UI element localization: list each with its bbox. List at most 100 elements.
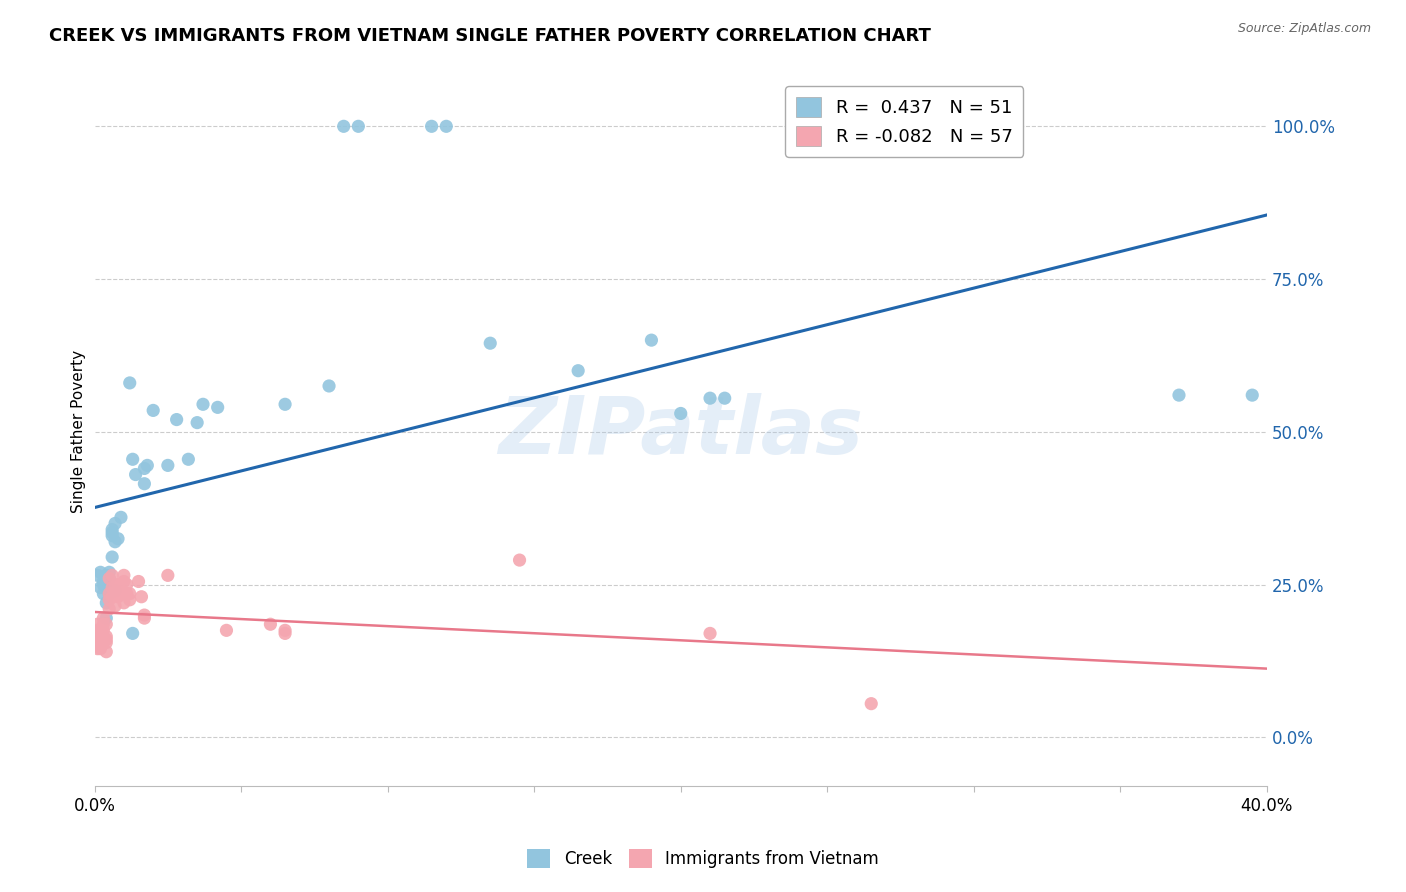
Text: CREEK VS IMMIGRANTS FROM VIETNAM SINGLE FATHER POVERTY CORRELATION CHART: CREEK VS IMMIGRANTS FROM VIETNAM SINGLE … xyxy=(49,27,931,45)
Point xyxy=(98,583,121,598)
Point xyxy=(86,568,108,582)
Point xyxy=(101,590,124,604)
Point xyxy=(191,397,214,411)
Point xyxy=(156,568,179,582)
Point xyxy=(110,577,132,591)
Point xyxy=(101,529,124,543)
Point xyxy=(96,630,118,644)
Point xyxy=(93,635,115,649)
Point xyxy=(93,624,115,638)
Point xyxy=(118,376,141,390)
Point xyxy=(86,635,108,649)
Point xyxy=(96,611,118,625)
Point xyxy=(215,624,238,638)
Point xyxy=(1168,388,1191,402)
Point xyxy=(86,641,108,656)
Point xyxy=(96,596,118,610)
Point xyxy=(89,581,111,595)
Point xyxy=(121,626,143,640)
Point xyxy=(104,534,127,549)
Point xyxy=(142,403,165,417)
Point xyxy=(89,566,111,580)
Point xyxy=(479,336,502,351)
Point xyxy=(107,590,129,604)
Point xyxy=(86,624,108,638)
Point xyxy=(420,120,443,134)
Point xyxy=(347,120,370,134)
Point xyxy=(89,624,111,638)
Point xyxy=(104,587,127,601)
Point xyxy=(89,632,111,647)
Point xyxy=(134,476,156,491)
Point xyxy=(93,587,115,601)
Point xyxy=(124,467,146,482)
Point xyxy=(259,617,281,632)
Point xyxy=(98,566,121,580)
Point xyxy=(274,624,297,638)
Point xyxy=(112,574,135,589)
Point xyxy=(177,452,200,467)
Point xyxy=(104,516,127,531)
Point xyxy=(93,574,115,589)
Point xyxy=(134,611,156,625)
Point xyxy=(104,583,127,598)
Point xyxy=(567,364,589,378)
Point xyxy=(98,592,121,607)
Point xyxy=(89,635,111,649)
Point xyxy=(860,697,883,711)
Point xyxy=(713,391,735,405)
Point xyxy=(509,553,531,567)
Point xyxy=(166,412,188,426)
Point xyxy=(104,581,127,595)
Point xyxy=(669,407,692,421)
Point xyxy=(118,587,141,601)
Point xyxy=(93,632,115,647)
Point xyxy=(110,510,132,524)
Point xyxy=(98,571,121,585)
Point xyxy=(93,577,115,591)
Point xyxy=(699,626,721,640)
Point xyxy=(98,571,121,585)
Legend: R =  0.437   N = 51, R = -0.082   N = 57: R = 0.437 N = 51, R = -0.082 N = 57 xyxy=(785,87,1024,157)
Point xyxy=(89,624,111,638)
Point xyxy=(274,397,297,411)
Point xyxy=(96,632,118,647)
Point xyxy=(128,574,150,589)
Text: Source: ZipAtlas.com: Source: ZipAtlas.com xyxy=(1237,22,1371,36)
Point xyxy=(101,568,124,582)
Point xyxy=(96,635,118,649)
Point xyxy=(98,587,121,601)
Point xyxy=(89,641,111,656)
Point xyxy=(101,523,124,537)
Point xyxy=(274,626,297,640)
Point xyxy=(93,617,115,632)
Point xyxy=(156,458,179,473)
Point xyxy=(96,645,118,659)
Point xyxy=(121,452,143,467)
Point xyxy=(101,549,124,564)
Point xyxy=(96,577,118,591)
Point xyxy=(112,568,135,582)
Point xyxy=(131,590,153,604)
Y-axis label: Single Father Poverty: Single Father Poverty xyxy=(72,351,86,514)
Point xyxy=(118,592,141,607)
Point xyxy=(86,617,108,632)
Point xyxy=(112,596,135,610)
Legend: Creek, Immigrants from Vietnam: Creek, Immigrants from Vietnam xyxy=(520,843,886,875)
Point xyxy=(101,581,124,595)
Point xyxy=(107,581,129,595)
Point xyxy=(110,587,132,601)
Point xyxy=(86,630,108,644)
Point xyxy=(115,587,138,601)
Point xyxy=(89,632,111,647)
Point xyxy=(107,577,129,591)
Point xyxy=(699,391,721,405)
Point xyxy=(89,635,111,649)
Point xyxy=(96,617,118,632)
Point xyxy=(93,611,115,625)
Point xyxy=(332,120,354,134)
Point xyxy=(186,416,208,430)
Text: ZIPatlas: ZIPatlas xyxy=(498,392,863,471)
Point xyxy=(98,602,121,616)
Point xyxy=(104,599,127,613)
